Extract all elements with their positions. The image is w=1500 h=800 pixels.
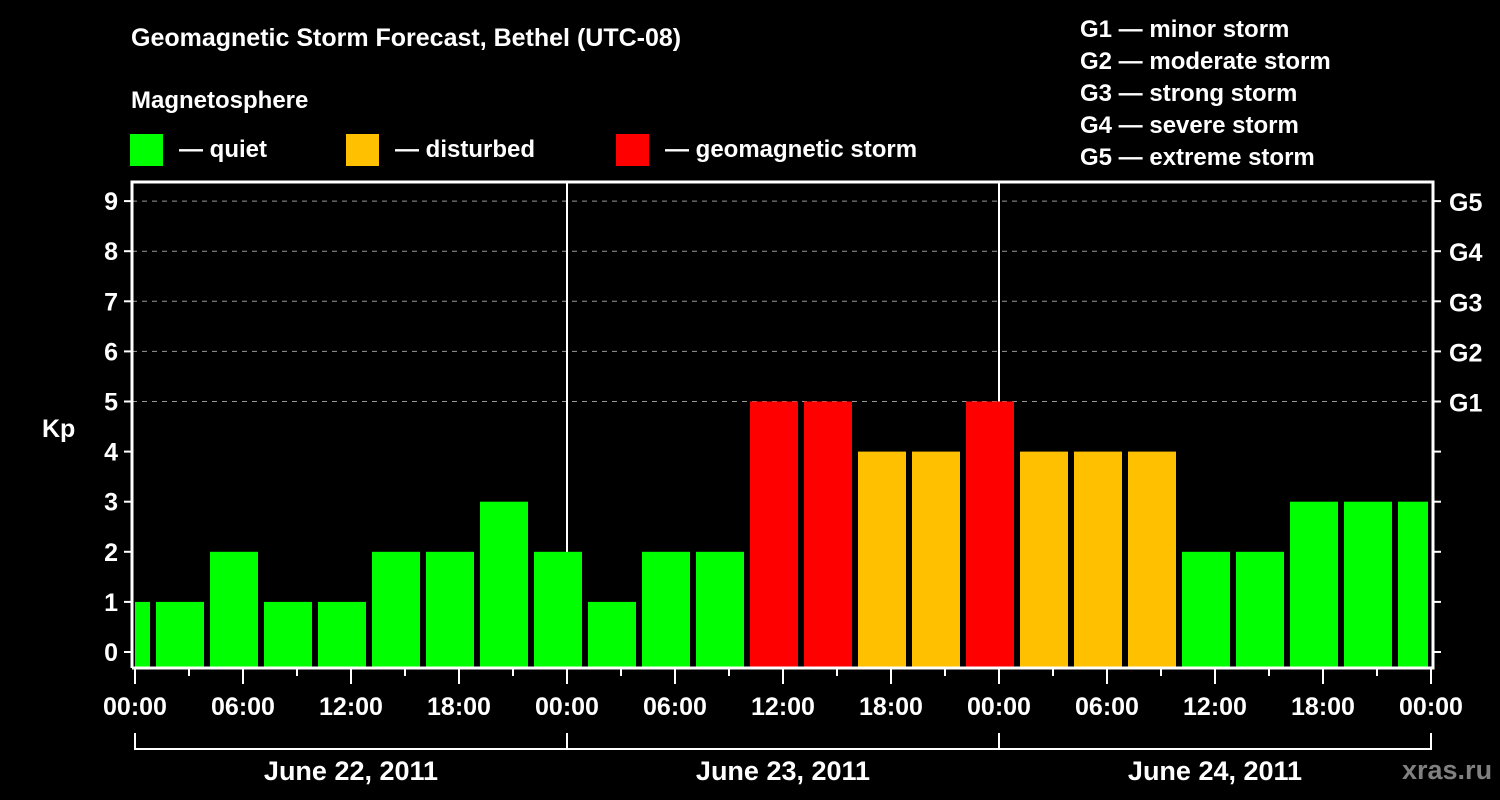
date-label: June 24, 2011	[1128, 756, 1302, 786]
legend-label-disturbed: — disturbed	[395, 136, 536, 163]
x-tick-label: 06:00	[643, 693, 707, 721]
g-scale-item: G1 — minor storm	[1080, 16, 1290, 43]
kp-bar	[264, 601, 312, 667]
legend-swatch-storm	[616, 134, 649, 166]
kp-bar	[426, 551, 474, 667]
kp-bar	[642, 551, 690, 667]
kp-bar	[156, 601, 204, 667]
x-tick-label: 18:00	[427, 693, 491, 721]
x-tick-label: 18:00	[859, 693, 923, 721]
date-label: June 23, 2011	[696, 756, 870, 786]
x-tick-label: 18:00	[1291, 693, 1355, 721]
g-scale-item: G3 — strong storm	[1080, 80, 1298, 107]
y-tick-label: 0	[104, 639, 118, 667]
kp-bar	[1128, 451, 1176, 667]
x-tick-label: 12:00	[319, 693, 383, 721]
g-axis-label: G4	[1449, 239, 1482, 267]
g-scale-item: G2 — moderate storm	[1080, 48, 1331, 75]
kp-bar	[135, 601, 150, 667]
chart-title: Geomagnetic Storm Forecast, Bethel (UTC-…	[131, 24, 682, 52]
g-scale-item: G5 — extreme storm	[1080, 144, 1315, 171]
kp-bar	[534, 551, 582, 667]
legend-item-storm: — geomagnetic storm	[616, 133, 917, 167]
legend-label-storm: — geomagnetic storm	[665, 136, 918, 163]
y-tick-label: 6	[104, 338, 118, 366]
legend-item-disturbed: — disturbed	[346, 133, 535, 167]
date-label: June 22, 2011	[264, 756, 438, 786]
kp-bar	[1290, 501, 1338, 667]
x-tick-label: 06:00	[211, 693, 275, 721]
g-axis-label: G1	[1449, 390, 1482, 418]
kp-bar	[480, 501, 528, 667]
y-tick-label: 1	[104, 589, 118, 617]
watermark: xras.ru	[1402, 755, 1493, 785]
x-tick-label: 06:00	[1075, 693, 1139, 721]
g-axis-label: G3	[1449, 289, 1482, 317]
kp-bar	[372, 551, 420, 667]
kp-bar	[1074, 451, 1122, 667]
g-scale-legend: G1 — minor storm G2 — moderate storm G3 …	[1080, 14, 1331, 174]
chart-subtitle: Magnetosphere	[131, 87, 309, 114]
kp-bar	[1182, 551, 1230, 667]
legend-swatch-quiet	[130, 134, 163, 166]
y-tick-label: 4	[104, 439, 118, 467]
kp-bar	[318, 601, 366, 667]
kp-bar	[912, 451, 960, 667]
g-scale-item: G4 — severe storm	[1080, 112, 1299, 139]
kp-bar	[1344, 501, 1392, 667]
legend-swatch-disturbed	[346, 134, 379, 166]
kp-bar	[750, 401, 798, 667]
g-axis-label: G5	[1449, 189, 1482, 217]
x-tick-label: 12:00	[1183, 693, 1247, 721]
kp-bar	[696, 551, 744, 667]
legend-item-quiet: — quiet	[130, 133, 267, 167]
kp-bar	[858, 451, 906, 667]
y-tick-label: 7	[104, 288, 118, 316]
kp-bar	[966, 401, 1014, 667]
x-tick-label: 00:00	[967, 693, 1031, 721]
kp-bar	[1398, 501, 1428, 667]
y-tick-label: 5	[104, 389, 118, 417]
legend-label-quiet: — quiet	[179, 136, 267, 163]
kp-bar	[804, 401, 852, 667]
y-tick-label: 9	[104, 188, 118, 216]
g-axis-label: G2	[1449, 339, 1482, 367]
x-tick-label: 00:00	[103, 693, 167, 721]
y-tick-label: 3	[104, 489, 118, 517]
y-tick-label: 8	[104, 238, 118, 266]
kp-bar	[210, 551, 258, 667]
x-tick-label: 12:00	[751, 693, 815, 721]
y-axis-label: Kp	[42, 415, 75, 443]
y-tick-label: 2	[104, 539, 118, 567]
x-tick-label: 00:00	[1399, 693, 1463, 721]
kp-bar	[1020, 451, 1068, 667]
x-tick-label: 00:00	[535, 693, 599, 721]
kp-bar	[1236, 551, 1284, 667]
kp-bar	[588, 601, 636, 667]
